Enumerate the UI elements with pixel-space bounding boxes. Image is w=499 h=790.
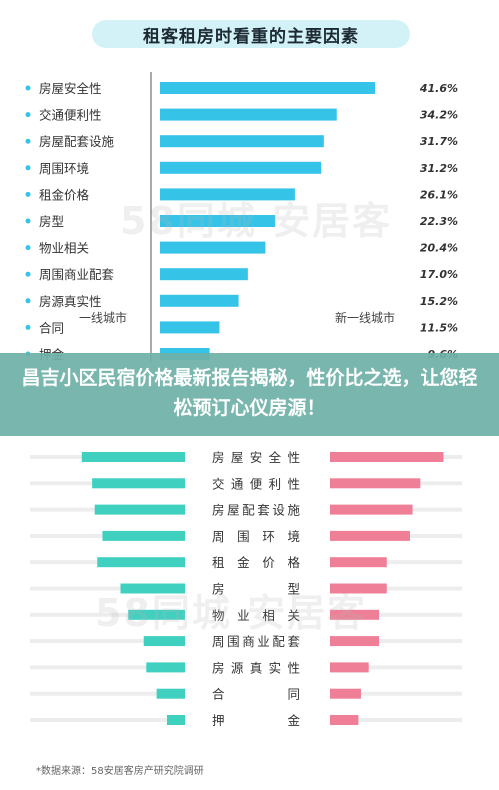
bar-series-2	[330, 688, 361, 699]
bar-series-2	[330, 609, 380, 620]
bar-series-2	[330, 715, 359, 725]
bar-series-1	[143, 636, 185, 647]
track-left	[30, 718, 185, 722]
track-right	[330, 639, 462, 644]
category-label: 租金价格	[212, 555, 300, 570]
bar	[160, 321, 220, 334]
bar-series-1	[81, 452, 185, 462]
bullet-dot	[25, 271, 31, 277]
track-right	[330, 665, 462, 670]
bar-series-1	[120, 583, 185, 594]
track-left	[30, 612, 185, 617]
headline-banner: 昌吉小区民宿价格最新报告揭秘，性价比之选，让您轻松预订心仪房源！	[0, 353, 499, 436]
bar-series-1	[102, 530, 185, 541]
category-label: 房型	[39, 214, 64, 229]
bullet-dot	[25, 298, 31, 304]
bar	[160, 161, 322, 174]
bullet-dot	[25, 85, 31, 91]
category-label: 合同	[212, 687, 300, 702]
bullet-dot	[25, 245, 31, 251]
value-label: 22.3%	[420, 215, 458, 228]
bar-series-2	[330, 530, 410, 541]
bar-series-1	[94, 504, 185, 515]
watermark: 58同城 安居客	[95, 591, 368, 635]
bar	[160, 215, 276, 227]
bar-series-1	[156, 688, 185, 699]
bullet-dot	[25, 165, 31, 171]
bar-series-1	[146, 662, 185, 673]
headline-text: 昌吉小区民宿价格最新报告揭秘，性价比之选，让您轻松预订心仪房源！	[21, 367, 478, 419]
category-label: 房源真实性	[39, 294, 102, 309]
track-left	[30, 586, 185, 591]
legend-series-2: 新一线城市	[335, 310, 395, 325]
category-label: 周围环境	[39, 161, 89, 176]
category-label: 房屋配套设施	[39, 134, 115, 149]
bar-series-1	[97, 557, 185, 568]
category-label: 房屋配套设施	[212, 503, 300, 518]
category-label: 交通便利性	[212, 476, 300, 491]
track-right	[330, 612, 462, 617]
value-label: 15.2%	[420, 295, 458, 308]
value-label: 20.4%	[420, 242, 458, 255]
bar-series-2	[330, 636, 380, 647]
category-label: 周围商业配套	[39, 267, 115, 282]
value-label: 11.5%	[420, 321, 458, 334]
bar-series-2	[330, 583, 387, 594]
category-label: 押金	[212, 713, 300, 728]
track-right	[330, 691, 462, 696]
bar-series-2	[330, 504, 413, 515]
track-left	[30, 639, 185, 644]
track-right	[330, 718, 462, 722]
bar	[160, 135, 324, 148]
bar	[160, 108, 337, 121]
bar-series-1	[92, 478, 185, 489]
bar	[160, 82, 375, 94]
value-label: 41.6%	[419, 82, 458, 95]
bar	[160, 268, 248, 281]
track-left	[30, 665, 185, 670]
category-label: 物业相关	[39, 241, 89, 256]
bullet-dot	[25, 191, 31, 197]
value-label: 34.2%	[420, 109, 458, 122]
category-label: 合同	[39, 320, 64, 335]
category-label: 房源真实性	[212, 660, 300, 675]
bullet-dot	[25, 218, 31, 224]
value-label: 17.0%	[420, 268, 458, 281]
chart-title: 租客租房时看重的主要因素	[92, 20, 410, 48]
bar-series-2	[330, 662, 369, 673]
legend-series-1: 一线城市	[79, 310, 127, 325]
bar	[160, 241, 266, 254]
bar-series-2	[330, 557, 387, 568]
bullet-dot	[25, 112, 31, 118]
value-label: 31.7%	[420, 135, 458, 148]
bar-series-1	[166, 715, 185, 725]
track-right	[330, 586, 462, 591]
watermark: 58同城 安居客	[120, 199, 393, 243]
category-label: 房屋安全性	[39, 81, 102, 96]
category-label: 房屋安全性	[212, 450, 300, 465]
track-left	[30, 691, 185, 696]
category-label: 周围环境	[212, 529, 300, 544]
bar	[160, 188, 295, 201]
bullet-dot	[25, 138, 31, 144]
value-label: 31.2%	[420, 162, 458, 175]
value-label: 26.1%	[420, 188, 458, 201]
track-right	[330, 560, 462, 565]
category-label: 租金价格	[39, 187, 90, 202]
bullet-dot	[25, 324, 31, 330]
bar-series-2	[330, 478, 421, 489]
bar	[160, 294, 239, 307]
category-label: 交通便利性	[39, 108, 102, 123]
bar-series-1	[128, 609, 185, 620]
bar-series-2	[330, 452, 444, 462]
source-note: *数据来源：58安居客房产研究院调研	[36, 766, 204, 777]
